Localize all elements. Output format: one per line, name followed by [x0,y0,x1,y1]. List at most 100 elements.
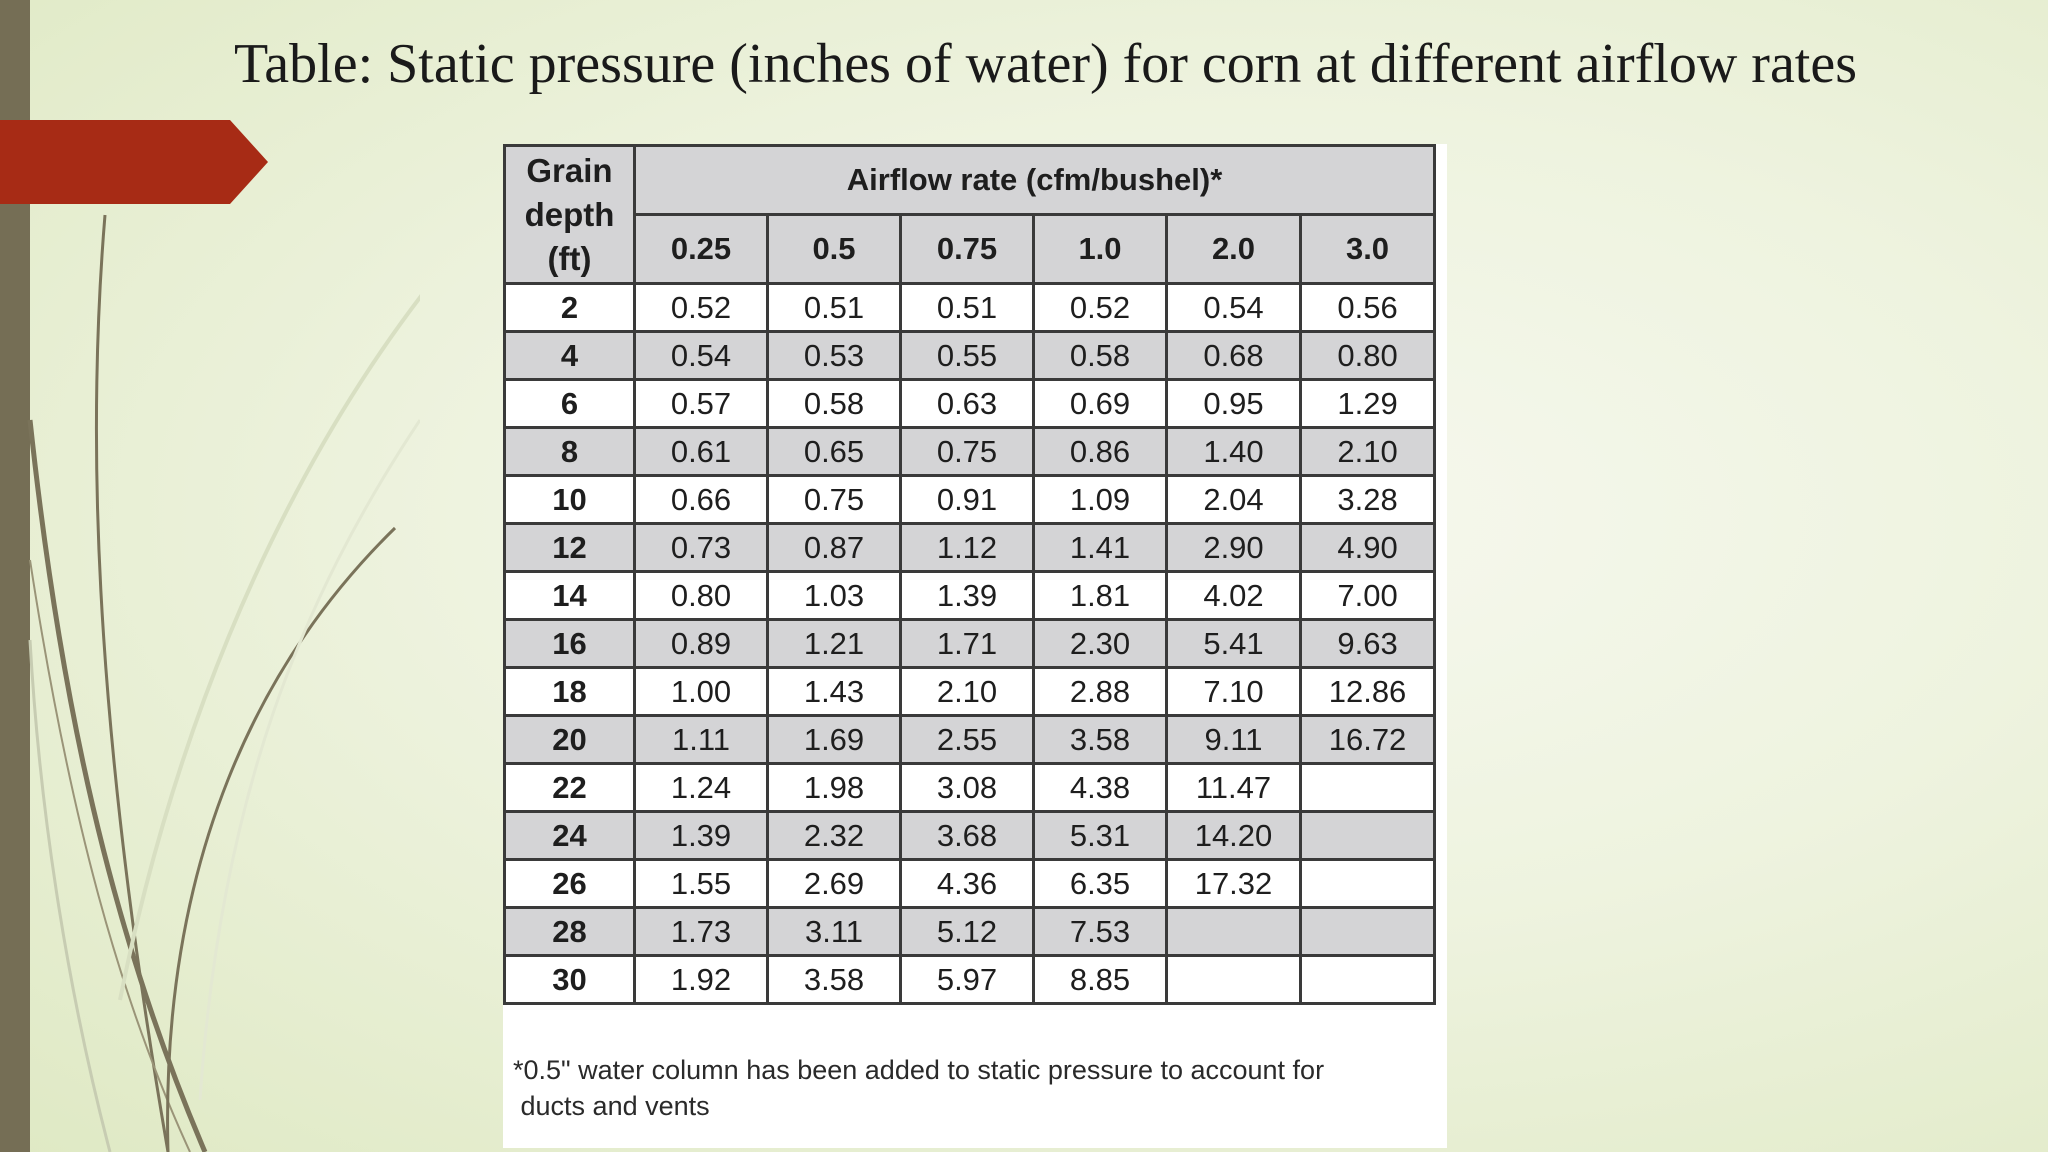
pressure-cell [1298,954,1437,1005]
pressure-cell: 3.58 [766,954,902,1005]
pressure-cell: 0.52 [1032,282,1168,333]
pressure-cell [1165,906,1302,957]
grain-depth-cell: 16 [503,618,636,669]
pressure-cell: 2.10 [1298,426,1437,477]
pressure-cell: 4.02 [1165,570,1302,621]
pressure-cell: 0.58 [1032,330,1168,381]
grain-depth-header-line1: Grain [526,151,613,189]
pressure-cell: 0.58 [766,378,902,429]
table-row: 18 1.00 1.43 2.10 2.88 7.10 12.86 [503,666,1437,717]
airflow-column-header: 2.0 [1165,213,1302,285]
pressure-cell: 5.12 [899,906,1035,957]
table-row: 4 0.54 0.53 0.55 0.58 0.68 0.80 [503,330,1437,381]
pressure-cell: 3.68 [899,810,1035,861]
pressure-cell: 1.55 [633,858,769,909]
pressure-cell: 0.73 [633,522,769,573]
table-row: 10 0.66 0.75 0.91 1.09 2.04 3.28 [503,474,1437,525]
pressure-cell: 0.80 [1298,330,1437,381]
pressure-cell: 1.98 [766,762,902,813]
pressure-cell: 0.87 [766,522,902,573]
pressure-cell: 3.08 [899,762,1035,813]
pressure-cell: 0.63 [899,378,1035,429]
table-row: 30 1.92 3.58 5.97 8.85 [503,954,1437,1005]
pressure-cell: 1.73 [633,906,769,957]
grain-depth-cell: 2 [503,282,636,333]
pressure-cell [1298,810,1437,861]
pressure-cell: 0.66 [633,474,769,525]
pressure-cell: 2.30 [1032,618,1168,669]
pressure-cell: 0.61 [633,426,769,477]
pressure-cell: 0.53 [766,330,902,381]
airflow-rate-header: Airflow rate (cfm/bushel)* [632,144,1437,216]
pressure-cell: 1.71 [899,618,1035,669]
pressure-cell: 4.38 [1032,762,1168,813]
pressure-cell: 0.89 [633,618,769,669]
pressure-cell: 3.58 [1032,714,1168,765]
pressure-cell: 11.47 [1165,762,1302,813]
pressure-cell: 0.56 [1298,282,1437,333]
pressure-cell: 0.65 [766,426,902,477]
pressure-cell: 8.85 [1032,954,1168,1005]
grain-depth-cell: 18 [503,666,636,717]
pressure-cell: 1.39 [633,810,769,861]
pressure-cell: 5.31 [1032,810,1168,861]
pressure-cell: 1.41 [1032,522,1168,573]
grain-depth-cell: 24 [503,810,636,861]
pressure-cell: 1.29 [1298,378,1437,429]
grain-depth-cell: 20 [503,714,636,765]
grain-depth-cell: 28 [503,906,636,957]
pressure-cell: 1.92 [633,954,769,1005]
pressure-cell: 1.40 [1165,426,1302,477]
grain-depth-cell: 22 [503,762,636,813]
table-row: 2 0.52 0.51 0.51 0.52 0.54 0.56 [503,282,1437,333]
table-row: 6 0.57 0.58 0.63 0.69 0.95 1.29 [503,378,1437,429]
table-footnote: *0.5" water column has been added to sta… [513,1052,1433,1124]
table-row: 28 1.73 3.11 5.12 7.53 [503,906,1437,957]
pressure-cell: 2.04 [1165,474,1302,525]
table-row: 20 1.11 1.69 2.55 3.58 9.11 16.72 [503,714,1437,765]
pressure-cell: 0.51 [766,282,902,333]
pressure-cell: 17.32 [1165,858,1302,909]
pressure-cell: 1.43 [766,666,902,717]
pressure-cell: 0.75 [766,474,902,525]
airflow-column-header: 0.75 [899,213,1035,285]
pressure-cell: 2.55 [899,714,1035,765]
pressure-cell: 0.91 [899,474,1035,525]
table-panel: Grain depth (ft) Airflow rate (cfm/bushe… [503,144,1447,1148]
pressure-cell [1298,762,1437,813]
pressure-cell: 0.80 [633,570,769,621]
grain-depth-cell: 6 [503,378,636,429]
grain-depth-cell: 12 [503,522,636,573]
pressure-cell: 0.54 [1165,282,1302,333]
pressure-cell: 5.41 [1165,618,1302,669]
pressure-cell: 0.68 [1165,330,1302,381]
static-pressure-table: Grain depth (ft) Airflow rate (cfm/bushe… [503,144,1437,1005]
pressure-cell: 2.69 [766,858,902,909]
pressure-cell: 7.53 [1032,906,1168,957]
table-body: 2 0.52 0.51 0.51 0.52 0.54 0.56 4 0.54 0.53 0.55 0.… [503,282,1437,1005]
footnote-line2: ducts and vents [520,1091,710,1121]
pressure-cell: 6.35 [1032,858,1168,909]
table-row: 24 1.39 2.32 3.68 5.31 14.20 [503,810,1437,861]
pressure-cell: 5.97 [899,954,1035,1005]
pressure-cell: 16.72 [1298,714,1437,765]
pressure-cell: 1.24 [633,762,769,813]
pressure-cell: 7.00 [1298,570,1437,621]
footnote-line1: *0.5" water column has been added to sta… [513,1055,1325,1085]
pressure-cell: 0.75 [899,426,1035,477]
pressure-cell: 3.11 [766,906,902,957]
pressure-cell: 1.21 [766,618,902,669]
pressure-cell: 12.86 [1298,666,1437,717]
pressure-cell: 7.10 [1165,666,1302,717]
pressure-cell [1298,906,1437,957]
grain-depth-cell: 26 [503,858,636,909]
grain-depth-cell: 4 [503,330,636,381]
pressure-cell: 0.54 [633,330,769,381]
airflow-column-header: 0.25 [633,213,769,285]
pressure-cell: 0.55 [899,330,1035,381]
grain-depth-header-line2: depth [524,195,615,233]
pressure-cell: 1.03 [766,570,902,621]
pressure-cell: 2.10 [899,666,1035,717]
decorative-curves [27,214,420,1152]
grain-depth-cell: 8 [503,426,636,477]
